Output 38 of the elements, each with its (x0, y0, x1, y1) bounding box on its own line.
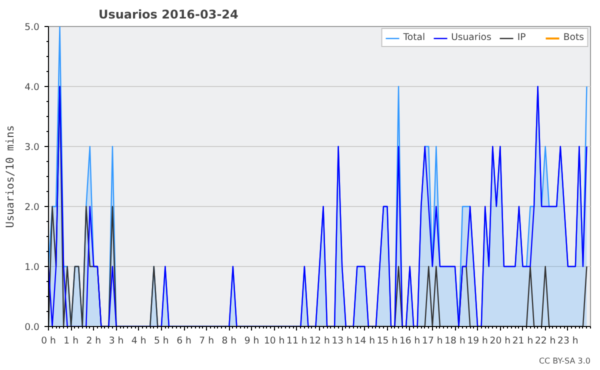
x-tick-label: 18 h (444, 336, 466, 346)
y-tick-label: 5.0 (24, 22, 40, 33)
x-tick-label: 9 h (244, 336, 260, 346)
x-tick-label: 13 h (332, 336, 353, 346)
x-tick-label: 19 h (467, 336, 488, 346)
x-tick-label: 11 h (286, 336, 308, 346)
x-tick-label: 20 h (490, 336, 511, 346)
x-tick-label: 7 h (199, 336, 214, 346)
y-tick-label: 4.0 (24, 82, 40, 93)
x-tick-label: 22 h (534, 336, 556, 346)
x-tick-label: 15 h (376, 336, 398, 346)
text: CC BY-SA 3.0 (538, 356, 591, 366)
x-tick-label: 14 h (354, 336, 376, 346)
x-tick-label: 3 h (108, 336, 124, 346)
legend-label: IP (517, 32, 527, 43)
x-tick-label: 16 h (399, 336, 420, 346)
y-tick-label: 1.0 (24, 262, 40, 273)
y-tick-label: 0.0 (24, 322, 40, 333)
legend-label: Bots (563, 32, 584, 43)
y-tick-label: 2.0 (24, 202, 40, 213)
x-tick-label: 5 h (154, 336, 169, 346)
line-series (48, 86, 588, 326)
chart-title: Usuarios 2016-03-24 (98, 8, 238, 22)
y-axis-title: Usuarios/10 mins (4, 125, 17, 228)
x-tick-label: 23 h (558, 336, 578, 346)
legend-label: Usuarios (451, 32, 492, 43)
x-tick-label: 4 h (131, 336, 146, 346)
x-tick-label: 2 h (86, 336, 102, 346)
y-tick-label: 3.0 (24, 142, 40, 153)
x-tick-label: 10 h (264, 336, 285, 346)
x-tick-label: 21 h (512, 336, 534, 346)
x-tick-label: 1 h (64, 336, 79, 346)
x-tick-label: 0 h (41, 336, 56, 346)
legend-label: Total (403, 32, 426, 43)
x-tick-label: 12 h (309, 336, 330, 346)
x-tick-label: 8 h (222, 336, 237, 346)
x-tick-label: 6 h (176, 336, 192, 346)
x-tick-label: 17 h (422, 336, 443, 346)
